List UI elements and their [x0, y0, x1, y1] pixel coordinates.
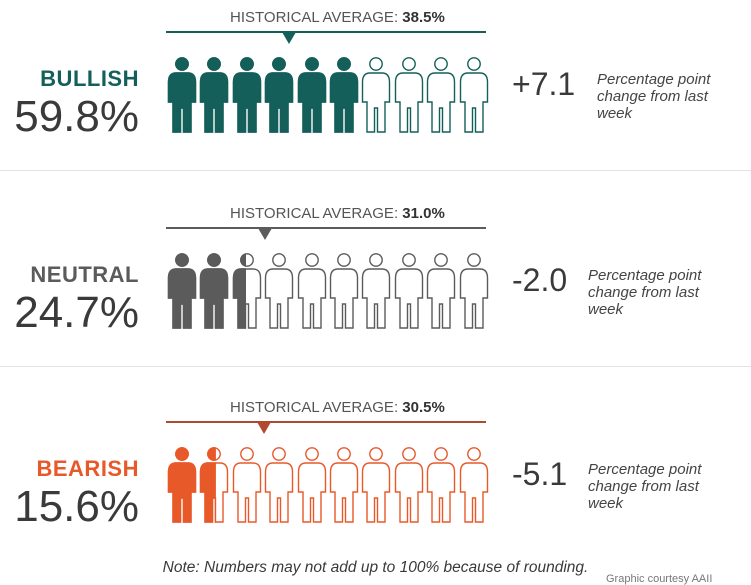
change-note: Percentage point change from last week — [588, 461, 702, 512]
person-icon — [362, 447, 391, 523]
historical-average-line — [166, 31, 486, 33]
person-icon — [232, 57, 261, 133]
change-note: Percentage point change from last week — [597, 71, 711, 122]
person-icon — [394, 447, 423, 523]
historical-average-line — [166, 421, 486, 423]
person-icon — [362, 57, 391, 133]
category-label: BULLISH — [40, 66, 139, 91]
person-icon — [200, 447, 229, 523]
historical-average-marker — [256, 422, 271, 434]
section-divider — [0, 366, 751, 367]
person-icon — [167, 447, 197, 523]
person-icon — [362, 253, 391, 329]
person-icon — [167, 57, 197, 133]
person-icon — [329, 57, 359, 133]
percent-value: 59.8% — [14, 92, 139, 141]
historical-average-label: HISTORICAL AVERAGE: 30.5% — [230, 399, 445, 416]
section-divider — [0, 170, 751, 171]
historical-average-label: HISTORICAL AVERAGE: 31.0% — [230, 205, 445, 222]
person-icon — [264, 447, 294, 523]
person-icon — [426, 253, 456, 329]
percent-value: 15.6% — [14, 482, 139, 531]
historical-average-value: 38.5% — [402, 9, 445, 26]
category-label: NEUTRAL — [30, 262, 139, 287]
person-icon — [459, 57, 488, 133]
person-icon — [297, 253, 326, 329]
historical-average-label: HISTORICAL AVERAGE: 38.5% — [230, 9, 445, 26]
historical-average-line — [166, 227, 486, 229]
change-value: -2.0 — [512, 262, 568, 298]
person-icon — [426, 57, 456, 133]
category-label: BEARISH — [36, 456, 139, 481]
person-icon — [329, 253, 359, 329]
person-icon — [297, 57, 326, 133]
person-icon — [459, 447, 488, 523]
bullish-section: HISTORICAL AVERAGE: 38.5% BULLISH 59.8% … — [0, 0, 751, 194]
change-value: +7.1 — [512, 66, 576, 102]
person-icon — [459, 253, 488, 329]
historical-average-marker — [258, 228, 273, 240]
person-icon — [232, 447, 261, 523]
person-icon — [264, 57, 294, 133]
person-icon — [232, 253, 261, 329]
change-note: Percentage point change from last week — [588, 267, 702, 318]
change-value: -5.1 — [512, 456, 568, 492]
person-icon — [264, 253, 294, 329]
bearish-section: HISTORICAL AVERAGE: 30.5% BEARISH 15.6% … — [0, 390, 751, 584]
person-icon — [394, 253, 423, 329]
person-icon — [426, 447, 456, 523]
person-icon — [329, 447, 359, 523]
percent-value: 24.7% — [14, 288, 139, 337]
rounding-note: Note: Numbers may not add up to 100% bec… — [162, 559, 589, 576]
graphic-credit: Graphic courtesy AAII — [606, 573, 713, 585]
person-icon — [200, 253, 229, 329]
neutral-section: HISTORICAL AVERAGE: 31.0% NEUTRAL 24.7% … — [0, 196, 751, 390]
person-icon — [394, 57, 423, 133]
historical-average-value: 30.5% — [402, 399, 445, 416]
person-icon — [297, 447, 326, 523]
historical-average-value: 31.0% — [402, 205, 445, 222]
historical-average-marker — [282, 32, 297, 44]
person-icon — [200, 57, 229, 133]
person-icon — [167, 253, 197, 329]
